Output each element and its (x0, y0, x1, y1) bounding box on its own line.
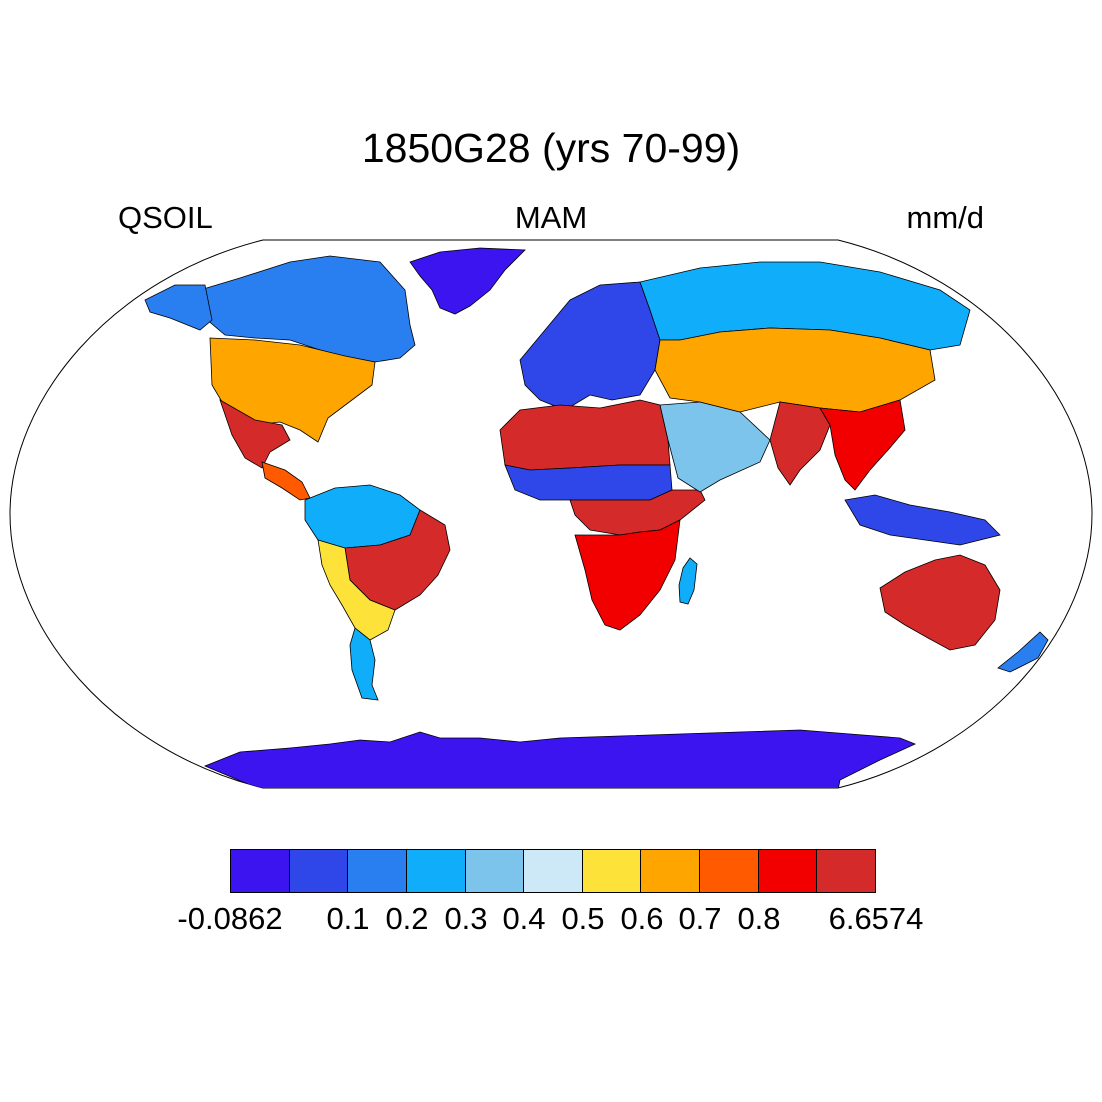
region-indonesia (844, 494, 1001, 546)
colorbar-box (817, 850, 876, 892)
region-sahel (504, 464, 673, 501)
region-central-america (261, 461, 311, 501)
map-title: 1850G28 (yrs 70-99) (361, 125, 741, 171)
colorbar (230, 849, 876, 893)
region-greenland (409, 247, 526, 315)
colorbar-box (582, 850, 642, 892)
region-india (769, 401, 831, 486)
region-new-zealand (997, 631, 1049, 673)
colorbar-tick-label: 0.3 (444, 901, 488, 936)
colorbar-tick-label: 0.8 (737, 901, 781, 936)
variable-label: QSOIL (118, 200, 213, 235)
colorbar-box (641, 850, 701, 892)
region-southern-south-america (317, 539, 396, 641)
region-central-asia (654, 327, 936, 413)
region-australia (879, 554, 1001, 651)
colorbar-tick-label: 6.6574 (828, 901, 924, 936)
colorbar-box (348, 850, 407, 892)
colorbar-box (406, 850, 466, 892)
colorbar-tick-label: -0.0862 (177, 901, 283, 936)
region-alaska (144, 284, 213, 331)
colorbar-tick-label: 0.6 (620, 901, 664, 936)
colorbar-box (524, 850, 583, 892)
colorbar-box (700, 850, 759, 892)
season-label: MAM (514, 200, 588, 235)
colorbar-tick-label: 0.4 (502, 901, 546, 936)
colorbar-tick-label: 0.1 (326, 901, 370, 936)
region-southern-africa (574, 519, 681, 631)
colorbar-box (758, 850, 818, 892)
colorbar-box (231, 850, 290, 892)
colorbar-box (289, 850, 349, 892)
region-mexico (219, 399, 291, 469)
colorbar-tick-label: 0.7 (678, 901, 722, 936)
colorbar-box (465, 850, 525, 892)
region-patagonia (349, 627, 379, 701)
region-canada (199, 255, 416, 363)
colorbar-tick-label: 0.2 (385, 901, 429, 936)
units-label: mm/d (906, 200, 985, 235)
region-madagascar (678, 557, 698, 605)
region-southeast-asia (819, 399, 906, 491)
region-sahara (499, 399, 671, 471)
region-antarctica (203, 729, 917, 788)
colorbar-tick-label: 0.5 (561, 901, 605, 936)
